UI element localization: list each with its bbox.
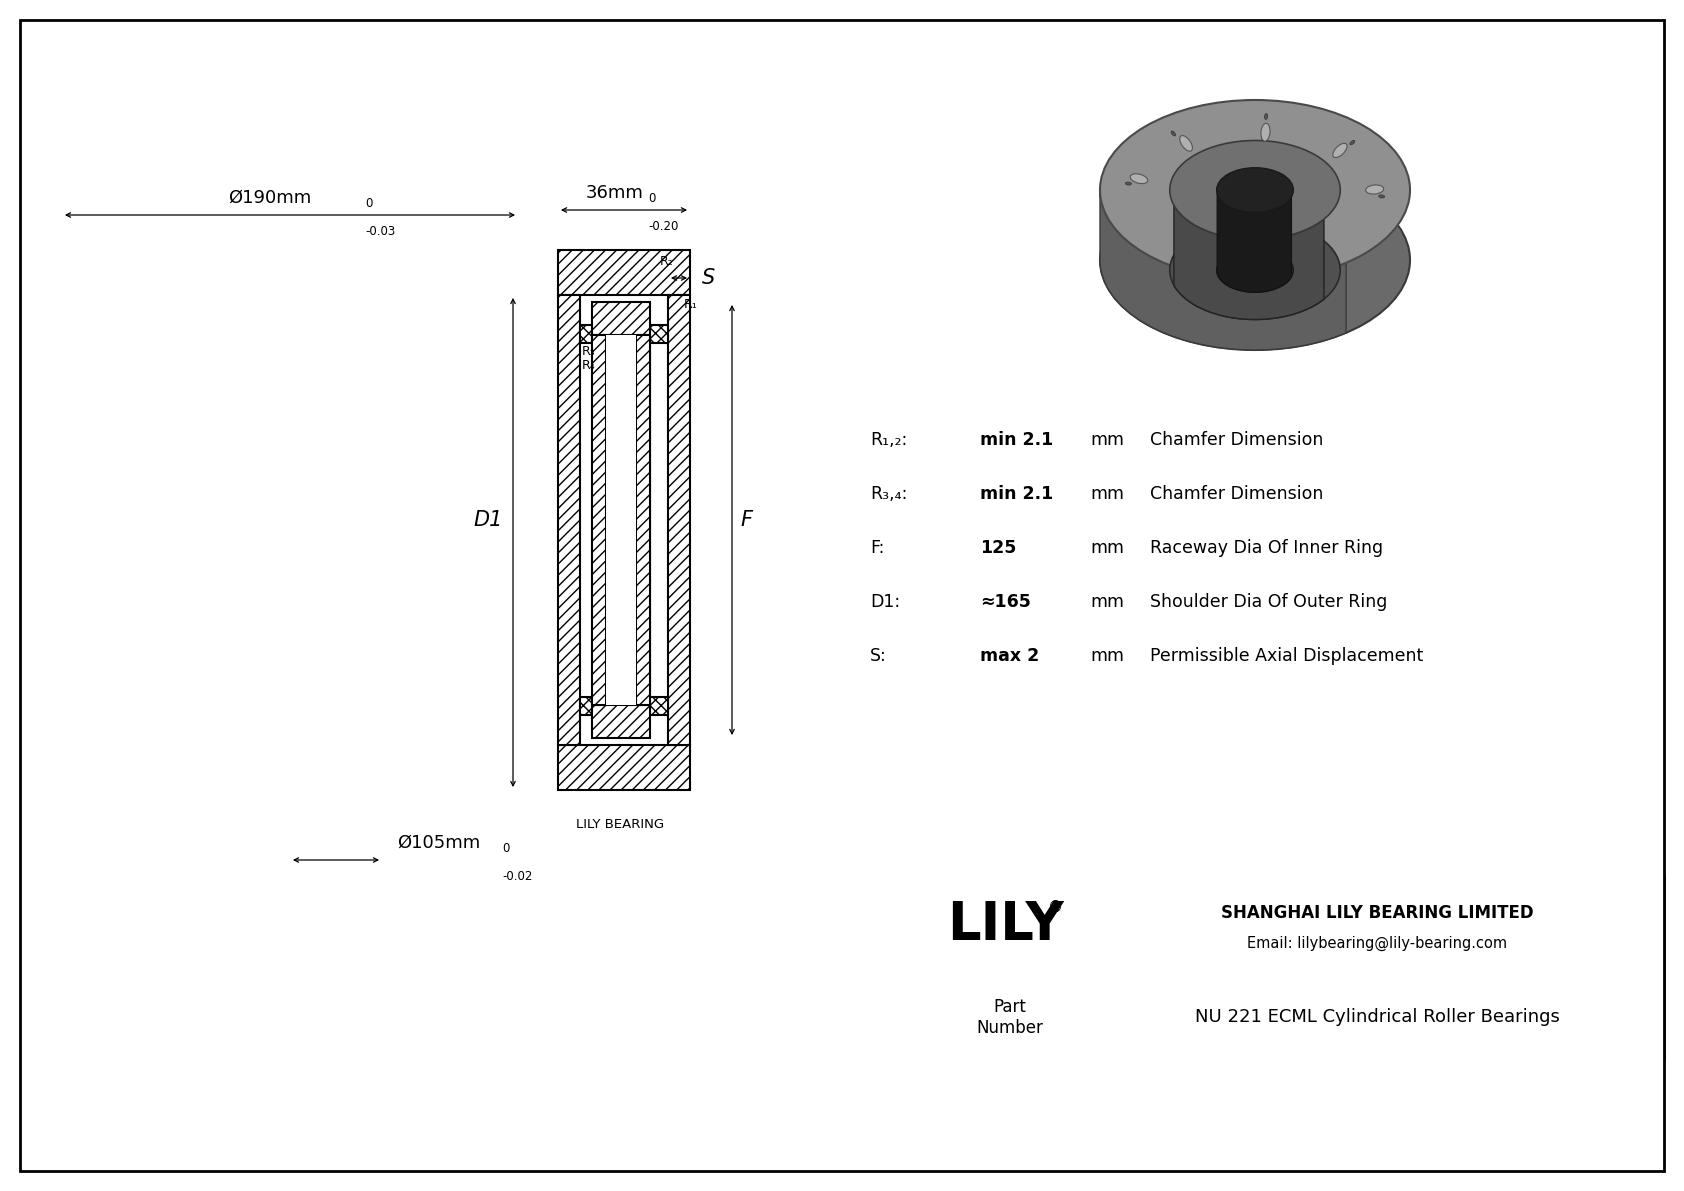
Text: -0.20: -0.20 (648, 205, 679, 233)
Text: Chamfer Dimension: Chamfer Dimension (1150, 431, 1324, 449)
Bar (606, 335, 637, 705)
Text: ≈165: ≈165 (980, 593, 1031, 611)
Text: Shoulder Dia Of Outer Ring: Shoulder Dia Of Outer Ring (1150, 593, 1388, 611)
Text: SHANGHAI LILY BEARING LIMITED: SHANGHAI LILY BEARING LIMITED (1221, 904, 1534, 922)
Text: min 2.1: min 2.1 (980, 485, 1052, 503)
Bar (557, 295, 579, 746)
Bar (593, 335, 606, 705)
Ellipse shape (1180, 136, 1192, 151)
Bar (593, 303, 650, 335)
Text: 36mm: 36mm (586, 183, 643, 202)
Ellipse shape (1170, 131, 1175, 136)
Text: D1: D1 (473, 510, 504, 530)
Ellipse shape (1261, 123, 1270, 142)
Bar (579, 325, 598, 343)
Text: R₃: R₃ (583, 345, 596, 358)
Text: Permissible Axial Displacement: Permissible Axial Displacement (1150, 647, 1423, 665)
Text: R₂: R₂ (660, 255, 674, 268)
Text: -0.02: -0.02 (502, 855, 532, 883)
Polygon shape (1174, 205, 1324, 319)
Ellipse shape (1265, 113, 1268, 119)
Text: mm: mm (1090, 431, 1123, 449)
Ellipse shape (1100, 100, 1410, 280)
Text: S: S (702, 268, 716, 288)
Ellipse shape (1130, 174, 1148, 183)
Ellipse shape (1216, 248, 1293, 292)
Text: mm: mm (1090, 485, 1123, 503)
Ellipse shape (1366, 185, 1384, 194)
Text: NU 221 ECML Cylindrical Roller Bearings: NU 221 ECML Cylindrical Roller Bearings (1194, 1009, 1559, 1027)
Text: mm: mm (1090, 540, 1123, 557)
Text: S:: S: (871, 647, 887, 665)
Text: F: F (739, 510, 753, 530)
Text: 125: 125 (980, 540, 1017, 557)
Text: 0: 0 (502, 842, 509, 855)
Text: min 2.1: min 2.1 (980, 431, 1052, 449)
Bar (650, 697, 669, 715)
Text: 0: 0 (648, 192, 655, 205)
Bar (669, 295, 690, 746)
Text: Ø190mm: Ø190mm (229, 189, 312, 207)
Text: 0: 0 (365, 197, 372, 210)
Ellipse shape (1379, 195, 1384, 198)
Text: Raceway Dia Of Inner Ring: Raceway Dia Of Inner Ring (1150, 540, 1383, 557)
Text: Ø105mm: Ø105mm (397, 834, 480, 852)
Text: F:: F: (871, 540, 884, 557)
Text: -0.03: -0.03 (365, 210, 396, 238)
Text: D1:: D1: (871, 593, 901, 611)
Text: max 2: max 2 (980, 647, 1039, 665)
Text: R₁: R₁ (684, 298, 697, 311)
Text: R₁,₂:: R₁,₂: (871, 431, 908, 449)
Ellipse shape (1170, 220, 1340, 319)
Bar (650, 325, 669, 343)
Text: Email: lilybearing@lily-bearing.com: Email: lilybearing@lily-bearing.com (1246, 935, 1507, 950)
Text: LILY: LILY (946, 899, 1063, 950)
Text: mm: mm (1090, 647, 1123, 665)
Polygon shape (1100, 191, 1346, 350)
Ellipse shape (1216, 168, 1293, 212)
Bar (598, 343, 650, 697)
Ellipse shape (1351, 141, 1356, 145)
Ellipse shape (1100, 170, 1410, 350)
Bar (593, 705, 650, 738)
Bar (557, 746, 690, 790)
Bar (637, 335, 650, 705)
Text: ®: ® (1047, 899, 1063, 915)
Text: mm: mm (1090, 593, 1123, 611)
Bar (557, 250, 690, 295)
Text: R₃,₄:: R₃,₄: (871, 485, 908, 503)
Bar (579, 697, 598, 715)
Polygon shape (1218, 193, 1292, 292)
Ellipse shape (1170, 141, 1340, 239)
Text: LILY BEARING: LILY BEARING (576, 818, 663, 831)
Ellipse shape (1332, 143, 1347, 157)
Text: Part
Number: Part Number (977, 998, 1044, 1037)
Text: R₄: R₄ (583, 358, 596, 372)
Text: Chamfer Dimension: Chamfer Dimension (1150, 485, 1324, 503)
Ellipse shape (1125, 182, 1132, 185)
